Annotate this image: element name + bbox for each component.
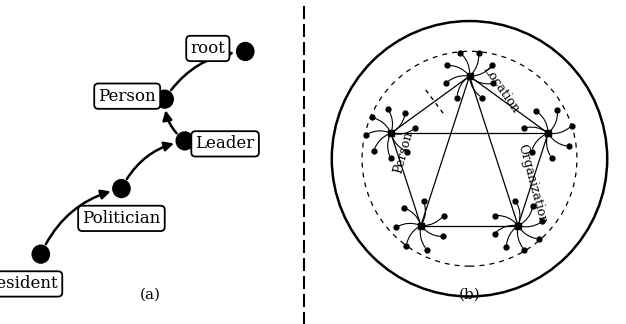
FancyArrowPatch shape bbox=[127, 143, 172, 179]
Circle shape bbox=[156, 90, 173, 108]
Circle shape bbox=[32, 245, 49, 263]
Text: Person: Person bbox=[98, 88, 156, 105]
FancyArrowPatch shape bbox=[546, 136, 550, 156]
Circle shape bbox=[237, 42, 254, 60]
FancyArrowPatch shape bbox=[394, 130, 413, 134]
FancyArrowPatch shape bbox=[520, 208, 532, 224]
FancyArrowPatch shape bbox=[171, 51, 232, 90]
FancyArrowPatch shape bbox=[374, 118, 389, 131]
Text: (b): (b) bbox=[459, 288, 480, 302]
Text: Leader: Leader bbox=[195, 135, 255, 152]
FancyArrowPatch shape bbox=[375, 134, 388, 148]
FancyArrowPatch shape bbox=[420, 228, 425, 248]
FancyArrowPatch shape bbox=[532, 134, 545, 149]
FancyArrowPatch shape bbox=[392, 136, 405, 151]
FancyArrowPatch shape bbox=[517, 203, 520, 223]
FancyArrowPatch shape bbox=[496, 225, 515, 232]
FancyArrowPatch shape bbox=[517, 228, 523, 248]
FancyArrowPatch shape bbox=[406, 209, 420, 223]
Text: root: root bbox=[190, 40, 225, 57]
FancyArrowPatch shape bbox=[506, 227, 516, 245]
FancyArrowPatch shape bbox=[393, 116, 404, 132]
FancyArrowPatch shape bbox=[526, 127, 546, 132]
FancyArrowPatch shape bbox=[448, 76, 467, 82]
FancyArrowPatch shape bbox=[520, 228, 536, 238]
Text: Person: Person bbox=[392, 130, 416, 175]
FancyArrowPatch shape bbox=[551, 127, 570, 133]
Circle shape bbox=[113, 179, 130, 198]
FancyArrowPatch shape bbox=[450, 65, 468, 74]
FancyArrowPatch shape bbox=[424, 218, 442, 226]
Circle shape bbox=[176, 132, 193, 150]
FancyArrowPatch shape bbox=[521, 223, 540, 227]
FancyArrowPatch shape bbox=[399, 223, 418, 226]
FancyArrowPatch shape bbox=[471, 56, 479, 74]
FancyArrowPatch shape bbox=[498, 215, 516, 224]
FancyArrowPatch shape bbox=[387, 136, 390, 156]
FancyArrowPatch shape bbox=[538, 113, 548, 131]
FancyArrowPatch shape bbox=[407, 227, 419, 243]
Text: Location: Location bbox=[480, 64, 522, 116]
FancyArrowPatch shape bbox=[423, 228, 441, 237]
Text: Organization: Organization bbox=[515, 142, 549, 225]
Text: President: President bbox=[0, 275, 58, 293]
FancyArrowPatch shape bbox=[369, 131, 388, 133]
Text: Politician: Politician bbox=[83, 210, 160, 227]
FancyArrowPatch shape bbox=[472, 67, 490, 76]
FancyArrowPatch shape bbox=[550, 113, 558, 131]
FancyArrowPatch shape bbox=[550, 135, 567, 146]
FancyArrowPatch shape bbox=[463, 55, 470, 73]
Text: (a): (a) bbox=[140, 288, 161, 302]
FancyArrowPatch shape bbox=[423, 203, 426, 223]
FancyArrowPatch shape bbox=[458, 78, 467, 95]
FancyArrowPatch shape bbox=[470, 79, 480, 96]
FancyArrowPatch shape bbox=[46, 191, 108, 244]
FancyArrowPatch shape bbox=[389, 111, 393, 131]
FancyArrowPatch shape bbox=[163, 113, 177, 133]
FancyArrowPatch shape bbox=[471, 78, 490, 84]
